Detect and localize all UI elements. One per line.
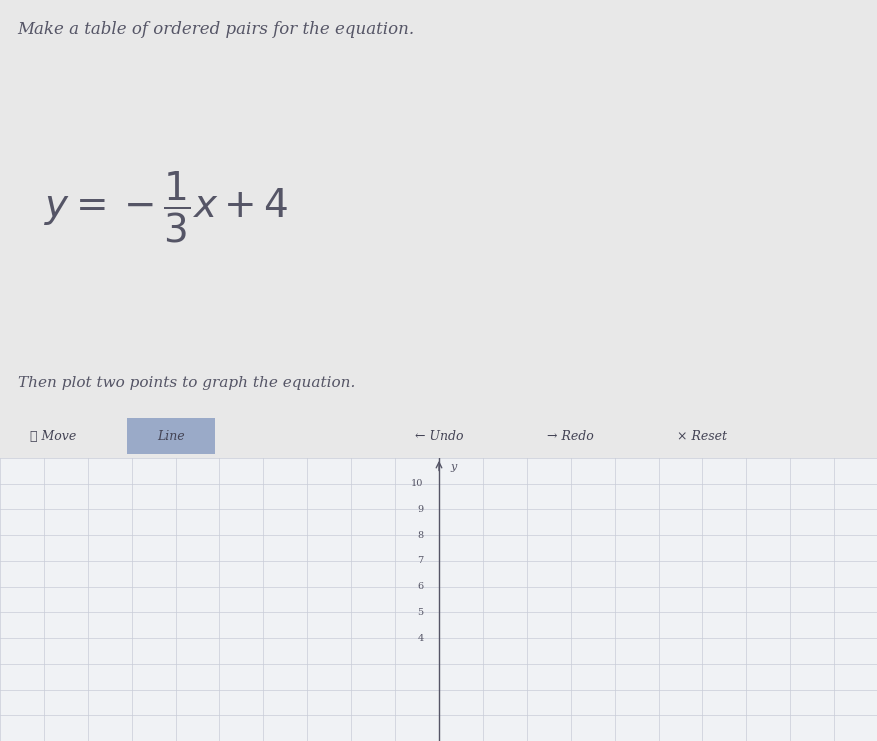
Text: Make a table of ordered pairs for the equation.: Make a table of ordered pairs for the eq… bbox=[18, 21, 414, 38]
FancyBboxPatch shape bbox=[127, 419, 215, 454]
Text: 7: 7 bbox=[417, 556, 423, 565]
Text: Line: Line bbox=[157, 430, 185, 443]
Text: 9: 9 bbox=[417, 505, 423, 514]
Text: 5: 5 bbox=[417, 608, 423, 617]
Text: × Reset: × Reset bbox=[677, 430, 726, 443]
Text: 6: 6 bbox=[417, 582, 423, 591]
Text: Then plot two points to graph the equation.: Then plot two points to graph the equati… bbox=[18, 376, 354, 390]
Text: 10: 10 bbox=[410, 479, 423, 488]
Text: ← Undo: ← Undo bbox=[414, 430, 463, 443]
Text: y: y bbox=[450, 462, 456, 472]
Text: → Redo: → Redo bbox=[546, 430, 594, 443]
Text: ❖ Move: ❖ Move bbox=[30, 430, 75, 443]
Text: 4: 4 bbox=[417, 634, 423, 642]
Text: $\it{y} = -\dfrac{1}{3}\it{x} + 4$: $\it{y} = -\dfrac{1}{3}\it{x} + 4$ bbox=[44, 170, 288, 245]
Text: 8: 8 bbox=[417, 531, 423, 539]
